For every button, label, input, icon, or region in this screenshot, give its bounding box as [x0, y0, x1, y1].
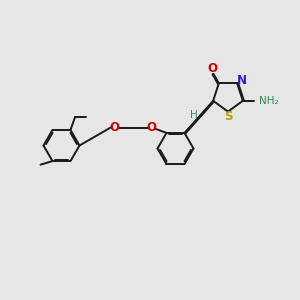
Text: N: N — [237, 74, 247, 88]
Text: O: O — [109, 121, 119, 134]
Text: S: S — [224, 110, 233, 123]
Text: O: O — [146, 121, 157, 134]
Text: H: H — [190, 110, 197, 120]
Text: NH₂: NH₂ — [259, 96, 279, 106]
Text: O: O — [208, 62, 218, 75]
